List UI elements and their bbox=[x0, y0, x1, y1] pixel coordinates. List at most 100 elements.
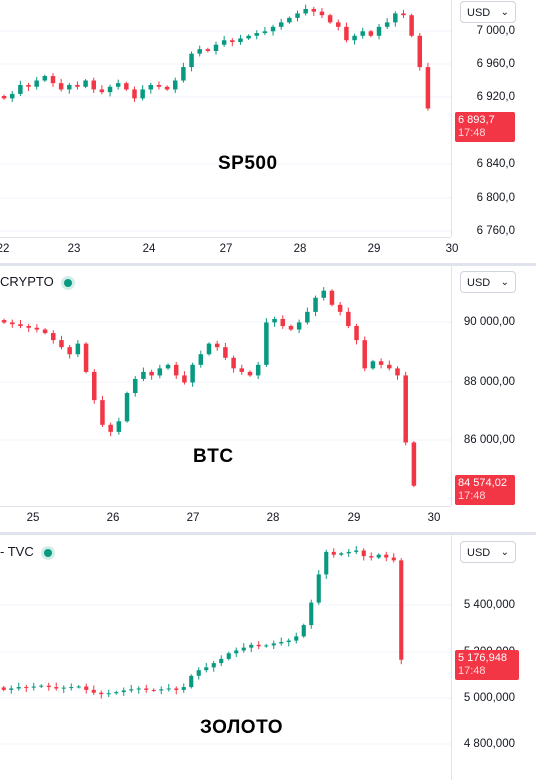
candle-body bbox=[309, 602, 314, 626]
candle-body bbox=[301, 625, 306, 637]
gold-symbol-label[interactable]: - TVC bbox=[0, 544, 52, 559]
candle-body bbox=[115, 83, 121, 87]
btc-time-axis[interactable]: 25 26 27 28 29 30 bbox=[0, 506, 451, 531]
btc-price-axis[interactable]: USD ⌄ 90 000,00 88 000,00 86 000,00 84 574,… bbox=[451, 266, 536, 506]
candle bbox=[411, 441, 417, 488]
gold-label: ЗОЛОТО bbox=[200, 717, 283, 738]
candle-body bbox=[279, 642, 284, 644]
candle bbox=[24, 684, 29, 693]
candle bbox=[181, 683, 186, 693]
candle bbox=[239, 364, 245, 375]
candle-body bbox=[311, 8, 317, 12]
btc-plot[interactable] bbox=[0, 266, 451, 506]
candle-body bbox=[141, 371, 146, 379]
candle bbox=[331, 548, 336, 558]
candle bbox=[100, 395, 105, 427]
candle-body bbox=[294, 636, 299, 641]
candle-body bbox=[288, 326, 294, 330]
candle bbox=[313, 295, 318, 317]
candle bbox=[327, 13, 333, 24]
candle-body bbox=[313, 297, 318, 312]
candle-body bbox=[61, 687, 66, 689]
candle bbox=[294, 632, 299, 644]
candle bbox=[324, 549, 329, 579]
candle bbox=[159, 686, 164, 695]
gold-currency-button[interactable]: USD ⌄ bbox=[460, 541, 516, 563]
candle-body bbox=[164, 86, 170, 90]
market-status-dot bbox=[63, 278, 72, 287]
candle-body bbox=[247, 371, 253, 376]
y-tick-label: 90 000,00 bbox=[463, 316, 515, 328]
candle-body bbox=[331, 551, 336, 555]
candle bbox=[336, 19, 341, 31]
btc-symbol-label[interactable]: CRYPTO bbox=[0, 274, 72, 289]
candle bbox=[249, 642, 254, 653]
candle bbox=[156, 81, 162, 90]
candle-body bbox=[26, 326, 31, 328]
candle-body bbox=[34, 327, 40, 330]
candle-body bbox=[106, 693, 111, 695]
candle bbox=[42, 74, 48, 82]
candle bbox=[34, 76, 39, 90]
candle-body bbox=[99, 692, 104, 695]
candle bbox=[91, 685, 96, 695]
candle-body bbox=[362, 340, 367, 369]
candle bbox=[67, 82, 72, 94]
candle-body bbox=[271, 643, 276, 646]
candle bbox=[46, 682, 51, 691]
candle-body bbox=[234, 650, 239, 654]
candle-body bbox=[42, 329, 48, 334]
candle-body bbox=[329, 290, 335, 305]
candle bbox=[136, 686, 141, 694]
candle bbox=[75, 81, 80, 90]
candle bbox=[1, 685, 6, 692]
candle bbox=[196, 667, 201, 680]
x-tick-label: 26 bbox=[106, 512, 120, 524]
candle bbox=[39, 684, 44, 688]
candle-body bbox=[425, 67, 431, 109]
candle-body bbox=[361, 550, 366, 557]
candle-body bbox=[148, 84, 154, 90]
candle-body bbox=[327, 15, 333, 23]
candle-body bbox=[336, 22, 341, 27]
candle bbox=[238, 34, 243, 45]
sp500-plot[interactable] bbox=[0, 0, 451, 237]
candle bbox=[132, 376, 138, 397]
candle-body bbox=[246, 35, 251, 39]
candle bbox=[321, 287, 326, 301]
candle bbox=[316, 570, 321, 605]
candle bbox=[69, 683, 74, 691]
candle-body bbox=[354, 550, 359, 552]
candle bbox=[319, 8, 325, 19]
candle-body bbox=[369, 556, 374, 558]
candle bbox=[384, 18, 390, 29]
panel-separator[interactable] bbox=[0, 532, 536, 535]
sp500-time-axis[interactable]: 22 23 24 27 28 29 30 bbox=[0, 237, 458, 262]
candle bbox=[288, 324, 294, 331]
candle bbox=[264, 643, 269, 648]
candle bbox=[132, 86, 137, 102]
candle bbox=[51, 330, 56, 344]
gold-plot[interactable] bbox=[0, 535, 451, 780]
panel-separator[interactable] bbox=[0, 263, 536, 266]
candle-body bbox=[9, 688, 14, 690]
btc-currency-button[interactable]: USD ⌄ bbox=[460, 271, 516, 293]
candle-body bbox=[69, 687, 74, 689]
candle bbox=[140, 85, 145, 101]
candle bbox=[141, 367, 146, 382]
sp500-currency-button[interactable]: USD ⌄ bbox=[460, 1, 516, 23]
candle bbox=[205, 47, 211, 53]
candle bbox=[352, 33, 357, 45]
candle bbox=[189, 674, 194, 689]
candle bbox=[198, 350, 204, 368]
sp500-price-axis[interactable]: USD ⌄ 7 000,0 6 960,0 6 920,0 6 840,0 6 800,0… bbox=[451, 0, 536, 237]
candle-body bbox=[189, 675, 194, 688]
chevron-down-icon: ⌄ bbox=[500, 277, 509, 288]
candle-body bbox=[124, 393, 130, 422]
candle-body bbox=[116, 421, 122, 432]
candle-body bbox=[219, 658, 224, 664]
candle-body bbox=[249, 644, 254, 648]
gold-last-price-tag: 5 176,948 17:48 bbox=[455, 650, 519, 680]
candle-body bbox=[10, 322, 15, 325]
